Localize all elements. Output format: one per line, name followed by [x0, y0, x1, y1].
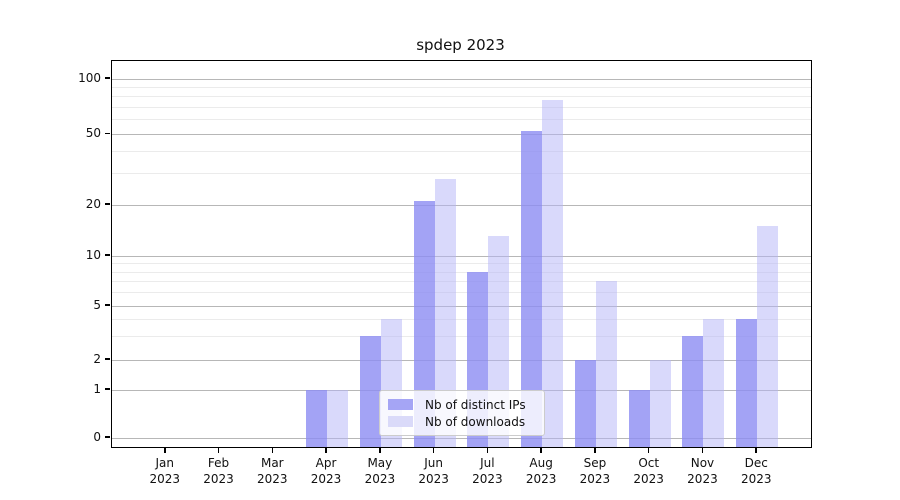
y-tick-label: 100 [78, 70, 101, 85]
bar-ips-jun [413, 200, 435, 447]
bar-ips-sep [574, 359, 596, 447]
major-gridline [112, 359, 811, 361]
x-tick-mark [647, 447, 650, 453]
plot-area: Nb of distinct IPs Nb of downloads [111, 60, 812, 448]
legend-label-distinct-ips: Nb of distinct IPs [425, 397, 526, 412]
major-gridline [112, 305, 811, 307]
x-tick-mark [217, 447, 220, 453]
bar-downloads-nov [703, 318, 725, 447]
major-gridline [112, 437, 811, 439]
y-tick-label: 5 [93, 297, 101, 312]
x-tick-mark [271, 447, 274, 453]
x-tick-mark [540, 447, 542, 453]
minor-gridline [112, 271, 811, 273]
minor-gridline [112, 173, 811, 175]
legend-swatch-downloads [388, 416, 413, 427]
minor-gridline [112, 107, 811, 109]
y-tick-label: 2 [93, 351, 101, 366]
x-tick-label: Oct 2023 [633, 456, 664, 486]
x-tick-label: Nov 2023 [687, 456, 718, 486]
x-tick-label: Jul 2023 [472, 456, 503, 486]
bar-downloads-aug [542, 100, 564, 447]
x-tick-mark [701, 447, 704, 453]
y-tick-mark [105, 254, 110, 256]
minor-gridline [112, 119, 811, 121]
legend-item-distinct-ips: Nb of distinct IPs [388, 398, 536, 412]
x-tick-mark [432, 447, 435, 453]
minor-gridline [112, 292, 811, 294]
y-tick-label: 50 [85, 126, 101, 140]
bar-ips-oct [628, 389, 650, 447]
y-tick-mark [105, 358, 110, 360]
x-tick-label: Jan 2023 [149, 456, 181, 486]
bar-ips-apr [306, 389, 328, 447]
y-tick-mark [105, 436, 110, 438]
bar-ips-dec [736, 318, 758, 447]
x-tick-label: Jun 2023 [418, 456, 449, 486]
major-gridline [112, 204, 811, 206]
bar-downloads-dec [757, 225, 779, 447]
chart-title: spdep 2023 [416, 36, 505, 54]
legend-label-downloads: Nb of downloads [425, 414, 526, 429]
bar-ips-nov [682, 335, 704, 447]
x-tick-label: Aug 2023 [525, 456, 557, 486]
y-tick-label: 1 [93, 381, 101, 396]
y-tick-label: 10 [85, 247, 101, 262]
legend-swatch-ips [388, 399, 413, 410]
major-gridline [112, 134, 811, 135]
y-tick-mark [105, 203, 110, 205]
x-tick-label: Mar 2023 [257, 456, 288, 486]
y-tick-label: 0 [93, 429, 101, 444]
x-tick-label: Sep 2023 [579, 456, 611, 486]
minor-gridline [112, 151, 811, 153]
bar-downloads-jun [434, 178, 456, 447]
legend-item-downloads: Nb of downloads [388, 415, 536, 429]
x-tick-label: Feb 2023 [203, 456, 234, 486]
bar-ips-may [359, 335, 381, 447]
x-tick-mark [755, 447, 757, 453]
x-tick-mark [379, 447, 381, 453]
y-tick-mark [105, 77, 110, 79]
minor-gridline [112, 263, 811, 265]
bar-ips-aug [521, 130, 543, 447]
minor-gridline [112, 281, 811, 283]
x-tick-mark [486, 447, 489, 453]
x-tick-label: May 2023 [364, 456, 396, 486]
minor-gridline [112, 335, 811, 337]
x-tick-mark [594, 447, 596, 453]
minor-gridline [112, 96, 811, 98]
x-tick-label: Apr 2023 [310, 456, 342, 486]
bar-downloads-apr [327, 389, 349, 447]
minor-gridline [112, 318, 811, 320]
legend: Nb of distinct IPs Nb of downloads [379, 390, 545, 436]
y-tick-label: 20 [85, 196, 101, 211]
bar-downloads-oct [649, 359, 671, 447]
major-gridline [112, 78, 811, 80]
x-tick-mark [164, 447, 166, 453]
major-gridline [112, 255, 811, 257]
y-tick-mark [105, 304, 110, 306]
x-tick-mark [325, 447, 327, 453]
y-tick-mark [105, 388, 110, 390]
minor-gridline [112, 86, 811, 88]
x-tick-label: Dec 2023 [740, 456, 772, 486]
y-tick-mark [105, 132, 110, 134]
bar-downloads-sep [595, 281, 617, 447]
